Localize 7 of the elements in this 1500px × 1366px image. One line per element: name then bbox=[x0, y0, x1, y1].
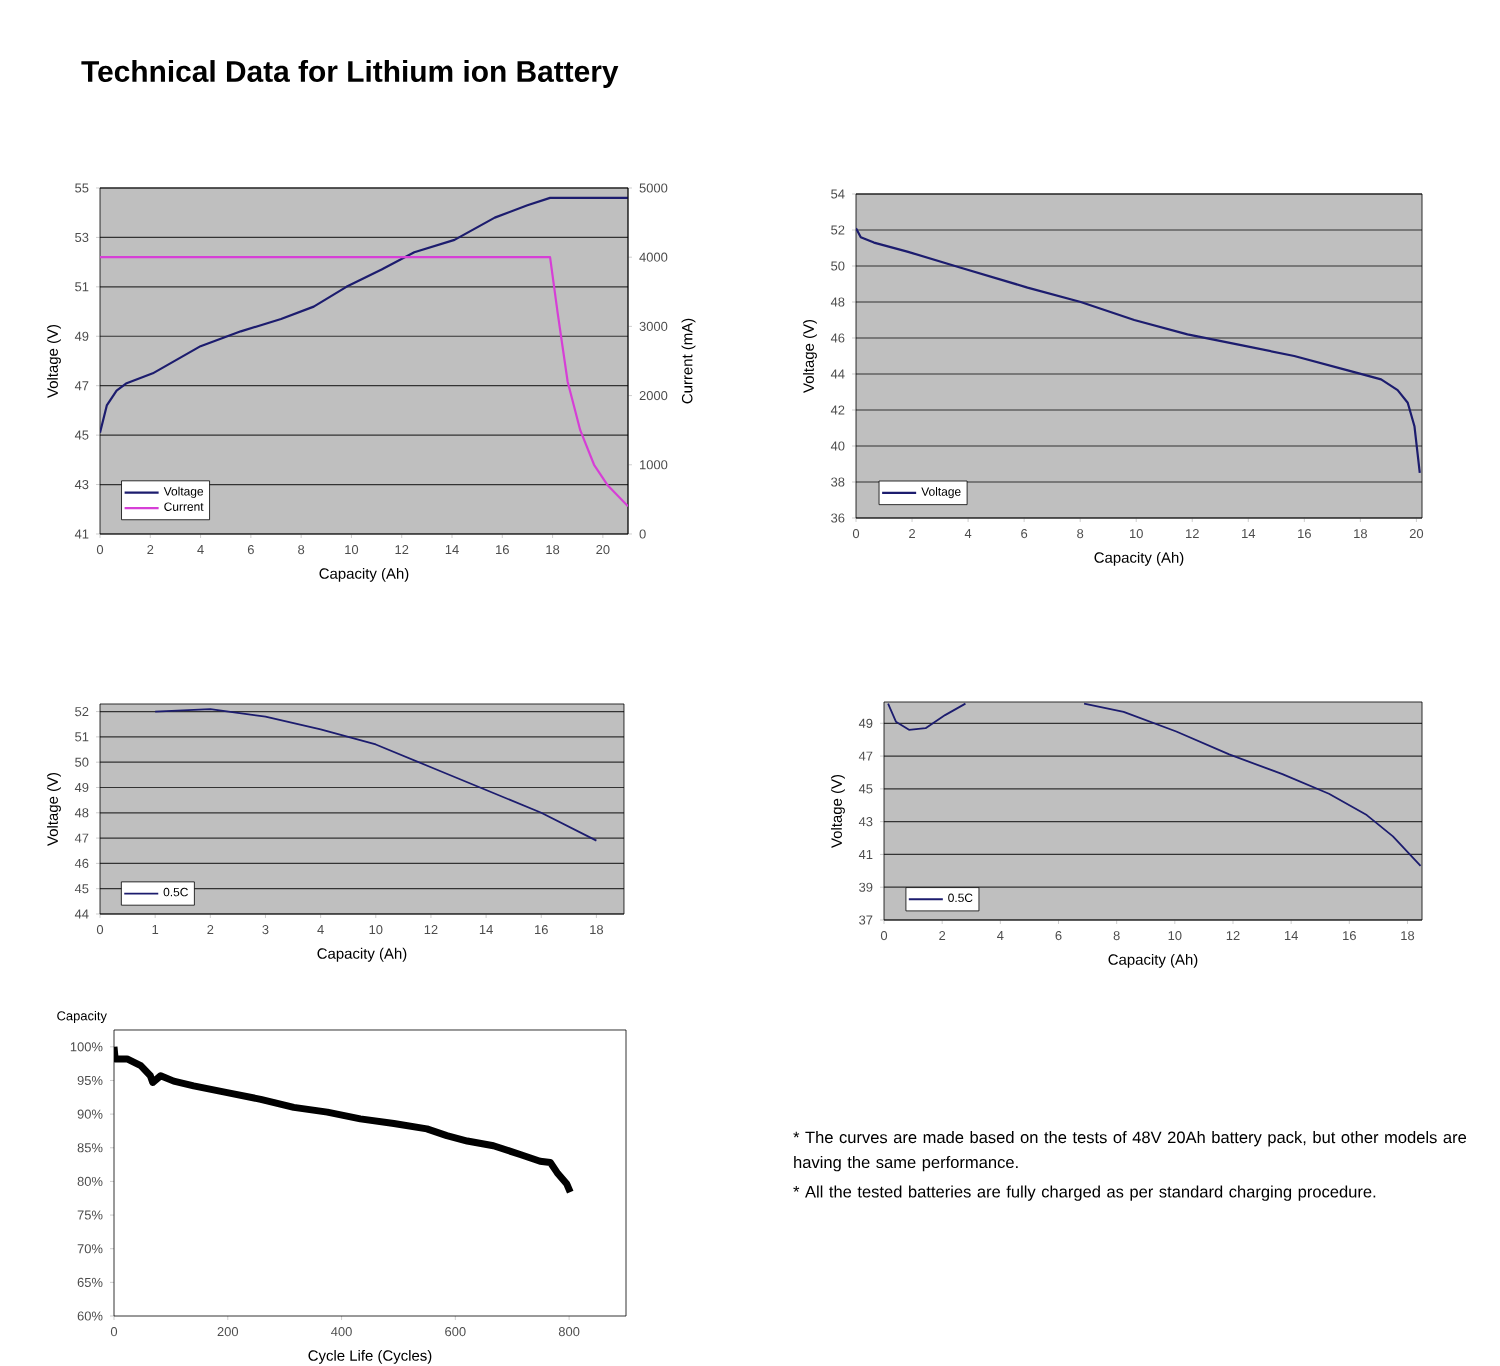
line-series bbox=[154, 708, 598, 842]
line-series bbox=[856, 227, 1421, 475]
chart-title: Technical Data for Lithium ion Battery bbox=[81, 60, 619, 88]
line-series bbox=[100, 256, 629, 508]
line-series bbox=[100, 196, 629, 434]
text: * All the tested batteries are fully charged as per standard charging procedure. bbox=[793, 1185, 1376, 1201]
text: * The curves are made based on the tests of 48V 20Ah battery pack, but other models are having the same performance. bbox=[793, 1131, 1467, 1172]
